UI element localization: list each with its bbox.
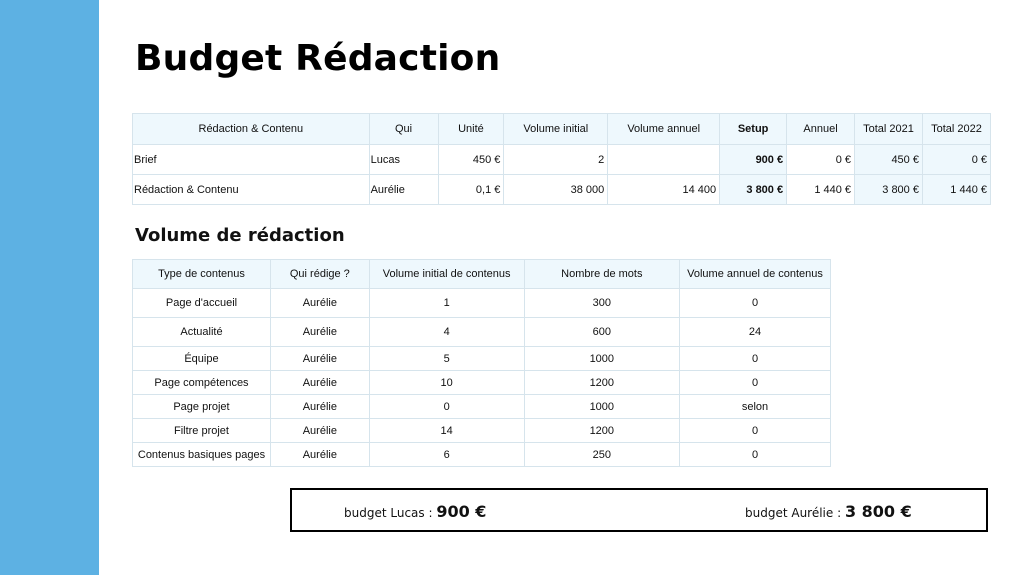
table-cell: Actualité xyxy=(132,317,271,347)
table-row: Page compétences Aurélie 10 1200 0 xyxy=(132,370,831,395)
page-title: Budget Rédaction xyxy=(135,38,501,79)
table-cell: 1 xyxy=(368,288,525,318)
table-row: Page d'accueil Aurélie 1 300 0 xyxy=(132,288,831,318)
table-cell: 1 440 € xyxy=(786,174,856,205)
table-cell: 0 xyxy=(679,370,831,395)
table-cell: 250 xyxy=(523,442,681,467)
table-cell: Aurélie xyxy=(368,174,439,205)
section-title: Volume de rédaction xyxy=(135,225,345,246)
table-row: Actualité Aurélie 4 600 24 xyxy=(132,317,831,347)
table-cell: 1 440 € xyxy=(921,174,992,205)
table-cell: Aurélie xyxy=(269,442,370,467)
table-cell: Contenus basiques pages xyxy=(132,442,271,467)
table-cell: 0 xyxy=(679,288,831,318)
column-header: Qui xyxy=(368,113,439,145)
table-cell xyxy=(607,144,721,175)
table-cell: Rédaction & Contenu xyxy=(132,174,370,205)
table-cell: Aurélie xyxy=(269,317,370,347)
table-row: Filtre projet Aurélie 14 1200 0 xyxy=(132,418,831,443)
table-cell: Filtre projet xyxy=(132,418,271,443)
column-header: Total 2021 xyxy=(854,113,923,145)
volume-table: Type de contenus Qui rédige ? Volume ini… xyxy=(132,259,831,467)
table-cell: 900 € xyxy=(719,144,788,175)
table-cell: Page compétences xyxy=(132,370,271,395)
table-cell: 1200 xyxy=(523,418,681,443)
table-row: Équipe Aurélie 5 1000 0 xyxy=(132,346,831,371)
table-cell: 2 xyxy=(503,144,609,175)
budget-aurelie-label: budget Aurélie : xyxy=(745,506,845,520)
table-cell: Lucas xyxy=(368,144,439,175)
table-cell: Équipe xyxy=(132,346,271,371)
budget-lucas-amount: 900 € xyxy=(436,502,487,521)
table-cell: 38 000 xyxy=(503,174,609,205)
table-cell: 300 xyxy=(523,288,681,318)
column-header: Volume annuel de contenus xyxy=(679,259,831,289)
column-header: Unité xyxy=(437,113,505,145)
table-row: Page projet Aurélie 0 1000 selon xyxy=(132,394,831,419)
sidebar-accent xyxy=(0,0,99,575)
column-header: Nombre de mots xyxy=(523,259,681,289)
table-cell: 3 800 € xyxy=(719,174,788,205)
table-cell: 0 xyxy=(679,442,831,467)
table-cell: Aurélie xyxy=(269,346,370,371)
budget-aurelie-amount: 3 800 € xyxy=(844,502,912,521)
table-cell: 14 400 xyxy=(607,174,721,205)
table-cell: Aurélie xyxy=(269,370,370,395)
table-cell: Aurélie xyxy=(269,418,370,443)
table-header-row: Type de contenus Qui rédige ? Volume ini… xyxy=(132,259,831,289)
budget-table: Rédaction & Contenu Qui Unité Volume ini… xyxy=(132,113,992,205)
table-cell: Aurélie xyxy=(269,288,370,318)
budget-aurelie: budget Aurélie : 3 800 € xyxy=(745,502,912,521)
table-cell: 0 € xyxy=(786,144,856,175)
table-cell: 14 xyxy=(368,418,525,443)
table-row: Contenus basiques pages Aurélie 6 250 0 xyxy=(132,442,831,467)
table-cell: 6 xyxy=(368,442,525,467)
table-cell: 450 € xyxy=(854,144,923,175)
budget-summary-box: budget Lucas : 900 € budget Aurélie : 3 … xyxy=(290,488,988,532)
column-header: Type de contenus xyxy=(132,259,271,289)
column-header: Total 2022 xyxy=(921,113,992,145)
table-row: Brief Lucas 450 € 2 900 € 0 € 450 € 0 € xyxy=(132,144,992,175)
table-cell: 0,1 € xyxy=(437,174,505,205)
column-header: Rédaction & Contenu xyxy=(132,113,370,145)
table-cell: 0 xyxy=(368,394,525,419)
table-cell: Page projet xyxy=(132,394,271,419)
table-cell: 3 800 € xyxy=(854,174,923,205)
table-cell: Aurélie xyxy=(269,394,370,419)
column-header: Setup xyxy=(719,113,788,145)
column-header: Volume initial xyxy=(503,113,609,145)
column-header: Volume initial de contenus xyxy=(368,259,525,289)
table-cell: 0 € xyxy=(921,144,992,175)
table-cell: 0 xyxy=(679,418,831,443)
budget-lucas: budget Lucas : 900 € xyxy=(344,502,486,521)
column-header: Qui rédige ? xyxy=(269,259,370,289)
table-cell: 600 xyxy=(523,317,681,347)
column-header: Volume annuel xyxy=(607,113,721,145)
table-cell: 450 € xyxy=(437,144,505,175)
table-cell: 10 xyxy=(368,370,525,395)
column-header: Annuel xyxy=(786,113,856,145)
table-cell: 1000 xyxy=(523,394,681,419)
table-cell: selon xyxy=(679,394,831,419)
table-cell: 1200 xyxy=(523,370,681,395)
table-cell: 4 xyxy=(368,317,525,347)
table-cell: 24 xyxy=(679,317,831,347)
table-cell: Page d'accueil xyxy=(132,288,271,318)
budget-lucas-label: budget Lucas : xyxy=(344,506,437,520)
table-cell: Brief xyxy=(132,144,370,175)
table-cell: 0 xyxy=(679,346,831,371)
table-row: Rédaction & Contenu Aurélie 0,1 € 38 000… xyxy=(132,174,992,205)
table-cell: 5 xyxy=(368,346,525,371)
table-cell: 1000 xyxy=(523,346,681,371)
table-header-row: Rédaction & Contenu Qui Unité Volume ini… xyxy=(132,113,992,145)
